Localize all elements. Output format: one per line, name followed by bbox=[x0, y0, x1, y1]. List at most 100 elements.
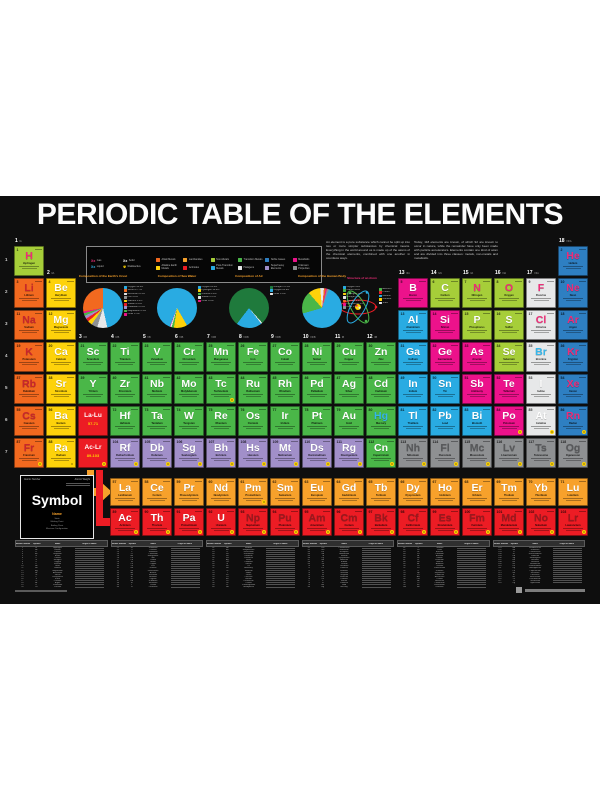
radioactive-icon bbox=[197, 529, 202, 534]
element-tile-B: 5 B Boron bbox=[398, 278, 428, 308]
element-data-line bbox=[245, 396, 261, 398]
index-cell-symbol: Eu bbox=[321, 551, 324, 554]
index-origin-stripe bbox=[170, 547, 200, 549]
element-data-line bbox=[469, 332, 485, 334]
index-cell-symbol: Ga bbox=[130, 567, 134, 570]
element-name: Americium bbox=[310, 524, 324, 527]
element-tile-Og: 118 Og Oganesson bbox=[558, 438, 588, 468]
element-name: Caesium bbox=[23, 422, 35, 425]
index-cell-origin bbox=[263, 574, 298, 576]
atomic-number: 50 bbox=[432, 375, 437, 380]
index-cell-symbol: Gd bbox=[321, 553, 325, 556]
group-number: 12 bbox=[367, 334, 373, 340]
index-cell-name: Einsteinium bbox=[434, 583, 445, 586]
radioactive-icon bbox=[389, 529, 394, 534]
pie-legend-swatch bbox=[124, 306, 127, 309]
index-cell-number: 11 bbox=[21, 567, 24, 570]
index-cell-origin bbox=[263, 559, 298, 561]
pie-legend-swatch bbox=[198, 292, 201, 296]
element-data-line bbox=[405, 530, 421, 532]
pie-legend-item: Other 1.5% bbox=[343, 306, 365, 309]
element-tile-Rn: 86 Rn Radon bbox=[558, 406, 588, 436]
element-data-line bbox=[53, 332, 69, 334]
element-data-line bbox=[499, 298, 519, 300]
atomic-number: 83 bbox=[464, 407, 469, 412]
index-table-row: 85 At Astatine bbox=[397, 555, 490, 557]
index-cell-symbol: Zr bbox=[130, 585, 133, 588]
element-tile-Ge: 32 Ge Germanium bbox=[430, 342, 460, 372]
index-table-row: 34 Se Selenium bbox=[111, 574, 204, 576]
index-cell-origin bbox=[550, 551, 585, 553]
atomic-number: 36 bbox=[560, 343, 565, 348]
element-tile-Ni: 28 Ni Nickel bbox=[302, 342, 332, 372]
index-cell-origin bbox=[454, 586, 489, 588]
pie-legend-item: Calcium 1.5% bbox=[343, 300, 365, 303]
index-origin-stripe bbox=[266, 551, 296, 553]
element-data-line bbox=[213, 500, 229, 502]
element-symbol: U bbox=[217, 512, 225, 524]
index-cell-origin bbox=[550, 559, 585, 561]
element-tile-La-Lu: La-Lu 57-71 bbox=[78, 406, 108, 436]
atomic-weight bbox=[162, 345, 170, 347]
element-data-line bbox=[115, 394, 135, 396]
element-symbol: Nb bbox=[150, 378, 164, 390]
index-cell-number: 64 bbox=[307, 553, 311, 556]
element-name: Darmstadtium bbox=[308, 454, 326, 457]
element-symbol: La bbox=[118, 482, 132, 494]
element-tile-W: 74 W Tungsten bbox=[174, 406, 204, 436]
element-data-line bbox=[435, 458, 455, 460]
index-origin-stripe bbox=[75, 572, 105, 573]
index-cell-symbol: Sc bbox=[130, 547, 133, 550]
index-origin-stripe bbox=[170, 564, 200, 565]
group-roman: VIA bbox=[502, 272, 507, 275]
element-data-line bbox=[277, 530, 293, 532]
index-origin-stripe bbox=[75, 576, 105, 578]
element-symbol: Bk bbox=[374, 512, 388, 524]
element-tile-Ti: 22 Ti Titanium bbox=[110, 342, 140, 372]
index-cell-symbol: Nh bbox=[512, 571, 516, 574]
atomic-weight bbox=[546, 313, 554, 315]
atomic-weight bbox=[194, 377, 202, 379]
index-cell-origin bbox=[359, 580, 394, 582]
atom-legend-item: Nucleus bbox=[379, 298, 401, 301]
atomic-weight bbox=[66, 313, 74, 315]
element-data-line bbox=[501, 332, 517, 334]
category-label: Lanthanides bbox=[188, 257, 203, 261]
category-label: Post-Transition Metals bbox=[216, 264, 233, 270]
element-data-line bbox=[435, 498, 455, 500]
category-color-swatch bbox=[156, 258, 160, 263]
group-number: 15 bbox=[463, 270, 469, 276]
element-tile-Mc: 115 Mc Moscovium bbox=[462, 438, 492, 468]
atomic-weight bbox=[66, 345, 74, 347]
index-cell-number: 43 bbox=[212, 551, 215, 554]
element-symbol: Sm bbox=[276, 482, 294, 494]
element-symbol: Rh bbox=[278, 378, 292, 390]
element-data-line bbox=[53, 460, 69, 462]
element-tile-Mg: 12 Mg Magnesium bbox=[46, 310, 76, 340]
index-table-row: 77 Ir Iridium bbox=[302, 580, 395, 582]
index-origin-stripe bbox=[266, 566, 296, 567]
element-data-line bbox=[405, 300, 421, 302]
index-cell-origin bbox=[550, 557, 585, 559]
element-symbol: Bi bbox=[471, 410, 483, 422]
element-data-line bbox=[467, 426, 487, 428]
index-cell-number: 71 bbox=[307, 567, 311, 570]
atomic-number: 25 bbox=[208, 343, 213, 348]
element-data-line bbox=[115, 426, 135, 428]
atomic-number: 37 bbox=[16, 375, 21, 380]
index-cell-name: Nobelium bbox=[530, 549, 540, 552]
category-label: Alkaline Earth Metals bbox=[161, 264, 177, 270]
element-tile-Cs: 55 Cs Caesium bbox=[14, 406, 44, 436]
element-data-line bbox=[309, 530, 325, 532]
element-symbol: Nd bbox=[214, 482, 228, 494]
element-data-line bbox=[179, 458, 199, 460]
element-tile-Tm: 69 Tm Thulium bbox=[494, 478, 524, 506]
atomic-weight bbox=[290, 345, 298, 347]
element-name: Protactinium bbox=[181, 524, 197, 527]
index-cell-origin bbox=[454, 559, 489, 561]
element-data-line bbox=[21, 332, 37, 334]
element-name: Strontium bbox=[54, 390, 68, 393]
index-cell-name: Lithium bbox=[54, 551, 61, 554]
index-cell-origin bbox=[359, 574, 394, 576]
index-cell-number: 18 bbox=[21, 581, 24, 584]
